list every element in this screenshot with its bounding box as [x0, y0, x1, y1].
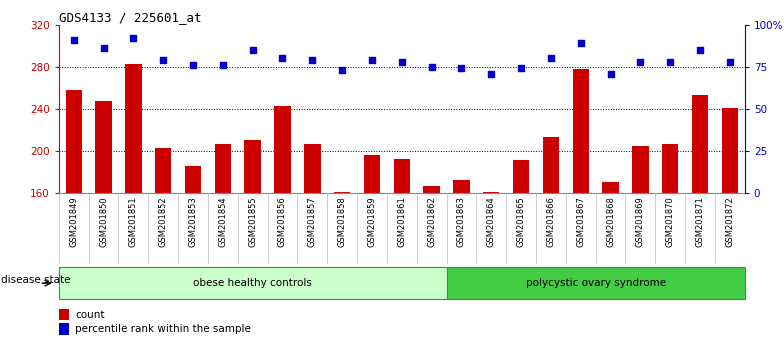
Bar [572, 69, 589, 193]
Point [365, 57, 378, 63]
Bar [334, 192, 350, 193]
Bar [245, 141, 261, 193]
Bar [185, 166, 201, 193]
Text: GSM201865: GSM201865 [517, 196, 525, 247]
Point [187, 62, 199, 68]
Point [664, 59, 677, 65]
Point [216, 62, 229, 68]
Bar [66, 90, 82, 193]
Text: GSM201868: GSM201868 [606, 196, 615, 247]
Point [575, 40, 587, 46]
Text: GDS4133 / 225601_at: GDS4133 / 225601_at [59, 11, 201, 24]
Text: GSM201855: GSM201855 [249, 196, 257, 247]
Point [694, 47, 706, 53]
Bar [602, 182, 619, 193]
Bar [125, 64, 142, 193]
Bar [215, 143, 231, 193]
Bar [722, 108, 738, 193]
Text: GSM201869: GSM201869 [636, 196, 645, 247]
Text: GSM201859: GSM201859 [368, 196, 376, 247]
Bar [632, 145, 648, 193]
Bar [394, 159, 410, 193]
Text: GSM201851: GSM201851 [129, 196, 138, 247]
Text: GSM201872: GSM201872 [725, 196, 735, 247]
Bar [304, 143, 321, 193]
Text: GSM201858: GSM201858 [338, 196, 347, 247]
Point [634, 59, 647, 65]
Text: GSM201849: GSM201849 [69, 196, 78, 247]
Point [395, 59, 408, 65]
Bar [543, 137, 559, 193]
Text: obese healthy controls: obese healthy controls [193, 278, 312, 288]
Text: polycystic ovary syndrome: polycystic ovary syndrome [525, 278, 666, 288]
Text: GSM201863: GSM201863 [457, 196, 466, 247]
Point [276, 56, 289, 61]
Point [515, 66, 528, 72]
Bar [155, 148, 172, 193]
Point [336, 67, 348, 73]
Text: GSM201856: GSM201856 [278, 196, 287, 247]
Text: GSM201864: GSM201864 [487, 196, 495, 247]
Text: GSM201867: GSM201867 [576, 196, 586, 247]
Bar [513, 160, 529, 193]
Text: GSM201854: GSM201854 [218, 196, 227, 247]
Bar [662, 143, 678, 193]
Point [306, 57, 318, 63]
Text: GSM201861: GSM201861 [397, 196, 406, 247]
Text: GSM201871: GSM201871 [695, 196, 705, 247]
Text: GSM201866: GSM201866 [546, 196, 555, 247]
Text: disease state: disease state [1, 275, 71, 285]
Text: GSM201852: GSM201852 [158, 196, 168, 247]
Point [545, 56, 557, 61]
Point [157, 57, 169, 63]
Text: GSM201853: GSM201853 [188, 196, 198, 247]
Bar [483, 192, 499, 193]
Bar [274, 106, 291, 193]
Point [426, 64, 438, 70]
Point [724, 59, 736, 65]
Point [604, 71, 617, 76]
Bar [364, 155, 380, 193]
Bar [96, 102, 112, 193]
Text: GSM201870: GSM201870 [666, 196, 675, 247]
Bar [691, 95, 708, 193]
Point [246, 47, 259, 53]
Text: GSM201862: GSM201862 [427, 196, 436, 247]
Point [127, 35, 140, 41]
Point [456, 66, 468, 72]
Point [67, 37, 80, 43]
Bar [453, 180, 470, 193]
Text: percentile rank within the sample: percentile rank within the sample [75, 324, 251, 334]
Text: GSM201857: GSM201857 [308, 196, 317, 247]
Bar [423, 185, 440, 193]
Point [97, 46, 110, 51]
Text: count: count [75, 310, 105, 320]
Point [485, 71, 498, 76]
Text: GSM201850: GSM201850 [99, 196, 108, 247]
